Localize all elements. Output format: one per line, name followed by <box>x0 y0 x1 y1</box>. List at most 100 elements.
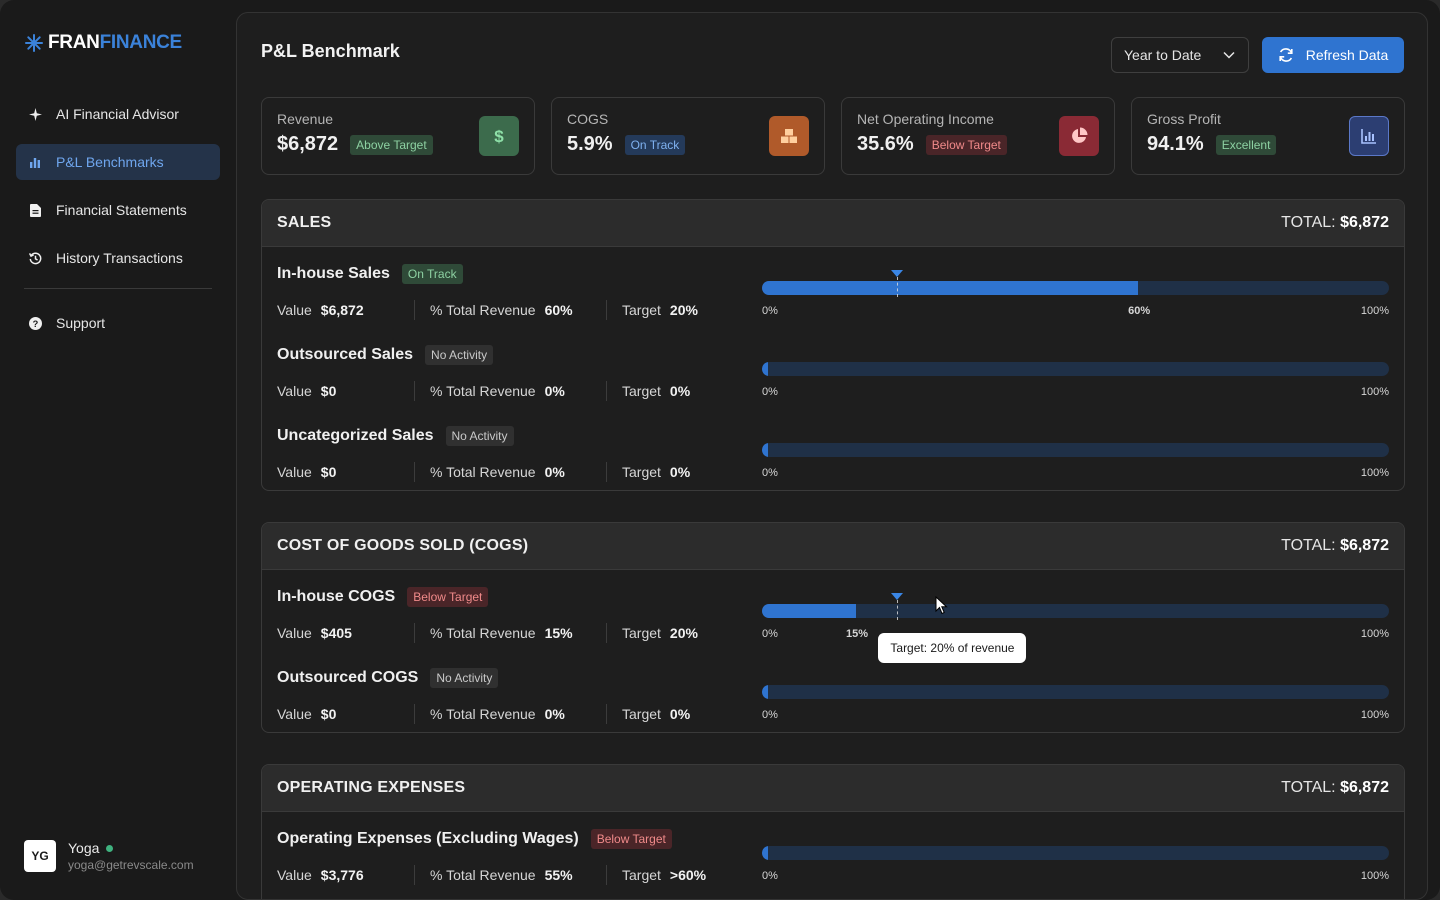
line-item-name: Operating Expenses (Excluding Wages) <box>277 830 579 847</box>
progress-value-label: 15% <box>846 628 869 640</box>
stat-divider <box>606 623 607 643</box>
revenue-share-value: 0% <box>544 383 565 399</box>
target-label: Target <box>622 867 661 883</box>
kpi-card-value: $6,872 <box>277 133 339 155</box>
sidebar-item-label: History Transactions <box>56 250 183 266</box>
value-label: Value <box>277 383 312 399</box>
line-item-stats: Value $6,872 % Total Revenue 60% Target 20% <box>277 300 698 320</box>
progress-fill <box>762 846 768 860</box>
progress-track <box>762 604 1389 618</box>
bar-chart-icon <box>28 155 42 169</box>
line-item-name: Outsourced COGS <box>277 669 419 686</box>
stat-divider <box>414 865 415 885</box>
online-status-icon <box>106 844 114 852</box>
section-title: COST OF GOODS SOLD (COGS) <box>277 537 529 554</box>
section-total-value: $6,872 <box>1340 779 1389 796</box>
progress-min-label: 0% <box>762 628 778 640</box>
progress-fill <box>762 604 857 618</box>
period-select-value: Year to Date <box>1124 47 1202 63</box>
logo-text-fran: FRAN <box>48 32 100 53</box>
sidebar-item-financial-statements[interactable]: Financial Statements <box>16 192 220 228</box>
line-item: Operating Expenses (Excluding Wages) Belo… <box>262 812 1404 893</box>
revenue-share-stat: % Total Revenue 15% <box>430 625 591 641</box>
line-item-name: Outsourced Sales <box>277 346 414 363</box>
progress-min-label: 0% <box>762 467 778 479</box>
value-label: Value <box>277 464 312 480</box>
target-stat: Target 0% <box>622 464 690 480</box>
target-marker-icon[interactable] <box>891 593 904 600</box>
status-badge: Below Target <box>590 829 672 849</box>
main-panel: P&L Benchmark Year to Date Refresh Data … <box>236 12 1428 900</box>
chevron-down-icon <box>1223 51 1235 59</box>
revenue-share-label: % Total Revenue <box>430 867 536 883</box>
target-stat: Target 20% <box>622 625 698 641</box>
refresh-data-button[interactable]: Refresh Data <box>1262 37 1404 73</box>
section-total: TOTAL: $6,872 <box>1281 537 1389 555</box>
section-total: TOTAL: $6,872 <box>1281 214 1389 232</box>
target-value: 0% <box>669 383 691 399</box>
user-profile[interactable]: YG Yoga yoga@getrevscale.com <box>24 840 194 872</box>
target-value: >60% <box>669 867 707 883</box>
progress-track <box>762 846 1389 860</box>
stat-divider <box>414 300 415 320</box>
value-stat: Value $0 <box>277 706 399 722</box>
line-item-stats: Value $0 % Total Revenue 0% Target 0% <box>277 704 690 724</box>
sidebar-item-history-transactions[interactable]: History Transactions <box>16 240 220 276</box>
sidebar-item-label: AI Financial Advisor <box>56 106 179 122</box>
target-line <box>897 600 899 620</box>
kpi-card-cogs: COGS 5.9% On Track <box>551 97 825 175</box>
line-item-name: In-house Sales <box>277 265 390 282</box>
avatar: YG <box>24 840 56 872</box>
sidebar-item-pl-benchmarks[interactable]: P&L Benchmarks <box>16 144 220 180</box>
line-item-stats: Value $3,776 % Total Revenue 55% Target >60% <box>277 865 706 885</box>
section-title: SALES <box>277 214 332 231</box>
progress-max-label: 100% <box>1360 628 1389 640</box>
sidebar-nav: AI Financial Advisor P&L Benchmarks Fina… <box>16 96 220 353</box>
progress-min-label: 0% <box>762 870 778 882</box>
stat-divider <box>414 462 415 482</box>
line-item: In-house COGS Below Target Value $405 % Tota… <box>262 570 1404 663</box>
section-header: COST OF GOODS SOLD (COGS) TOTAL: $6,872 <box>262 523 1404 570</box>
stat-divider <box>414 704 415 724</box>
stat-divider <box>606 381 607 401</box>
revenue-share-value: 60% <box>544 302 573 318</box>
period-select[interactable]: Year to Date <box>1111 37 1249 73</box>
svg-text:?: ? <box>32 318 38 328</box>
section-total-label: TOTAL: <box>1281 214 1336 231</box>
revenue-share-label: % Total Revenue <box>430 464 536 480</box>
sidebar-item-ai-financial-advisor[interactable]: AI Financial Advisor <box>16 96 220 132</box>
target-marker-icon[interactable] <box>891 270 904 277</box>
target-label: Target <box>622 464 661 480</box>
progress-track <box>762 443 1389 457</box>
refresh-data-label: Refresh Data <box>1305 47 1389 63</box>
line-item: Outsourced COGS No Activity Value $0 % Total… <box>262 651 1404 732</box>
section-total-value: $6,872 <box>1340 214 1389 231</box>
sparkle-icon <box>28 107 42 121</box>
kpi-card-gross-profit: Gross Profit 94.1% Excellent <box>1131 97 1405 175</box>
progress-bar: 0% 100% <box>762 685 1389 721</box>
value-stat: Value $0 <box>277 464 399 480</box>
revenue-share-stat: % Total Revenue 0% <box>430 383 591 399</box>
line-item: In-house Sales On Track Value $6,872 % Total… <box>262 247 1404 328</box>
stat-divider <box>414 623 415 643</box>
target-label: Target <box>622 625 661 641</box>
sidebar: FRAN FINANCE AI Financial Advisor P&L Ben… <box>0 0 236 900</box>
progress-track <box>762 685 1389 699</box>
revenue-share-value: 55% <box>544 867 573 883</box>
stat-divider <box>606 865 607 885</box>
progress-max-label: 100% <box>1360 467 1389 479</box>
progress-track <box>762 281 1389 295</box>
line-item: Uncategorized Sales No Activity Value $0 % T… <box>262 409 1404 490</box>
status-badge: Above Target <box>350 134 433 155</box>
kpi-card-revenue: Revenue $6,872 Above Target $ <box>261 97 535 175</box>
target-line <box>897 277 899 297</box>
sidebar-item-support[interactable]: ? Support <box>16 305 220 341</box>
target-value: 0% <box>669 464 691 480</box>
revenue-share-label: % Total Revenue <box>430 625 536 641</box>
revenue-share-stat: % Total Revenue 0% <box>430 464 591 480</box>
logo-text-finance: FINANCE <box>99 32 183 53</box>
stat-divider <box>606 300 607 320</box>
dollar-icon: $ <box>479 116 519 156</box>
kpi-card-value: 35.6% <box>857 133 914 155</box>
sidebar-divider <box>24 288 212 289</box>
